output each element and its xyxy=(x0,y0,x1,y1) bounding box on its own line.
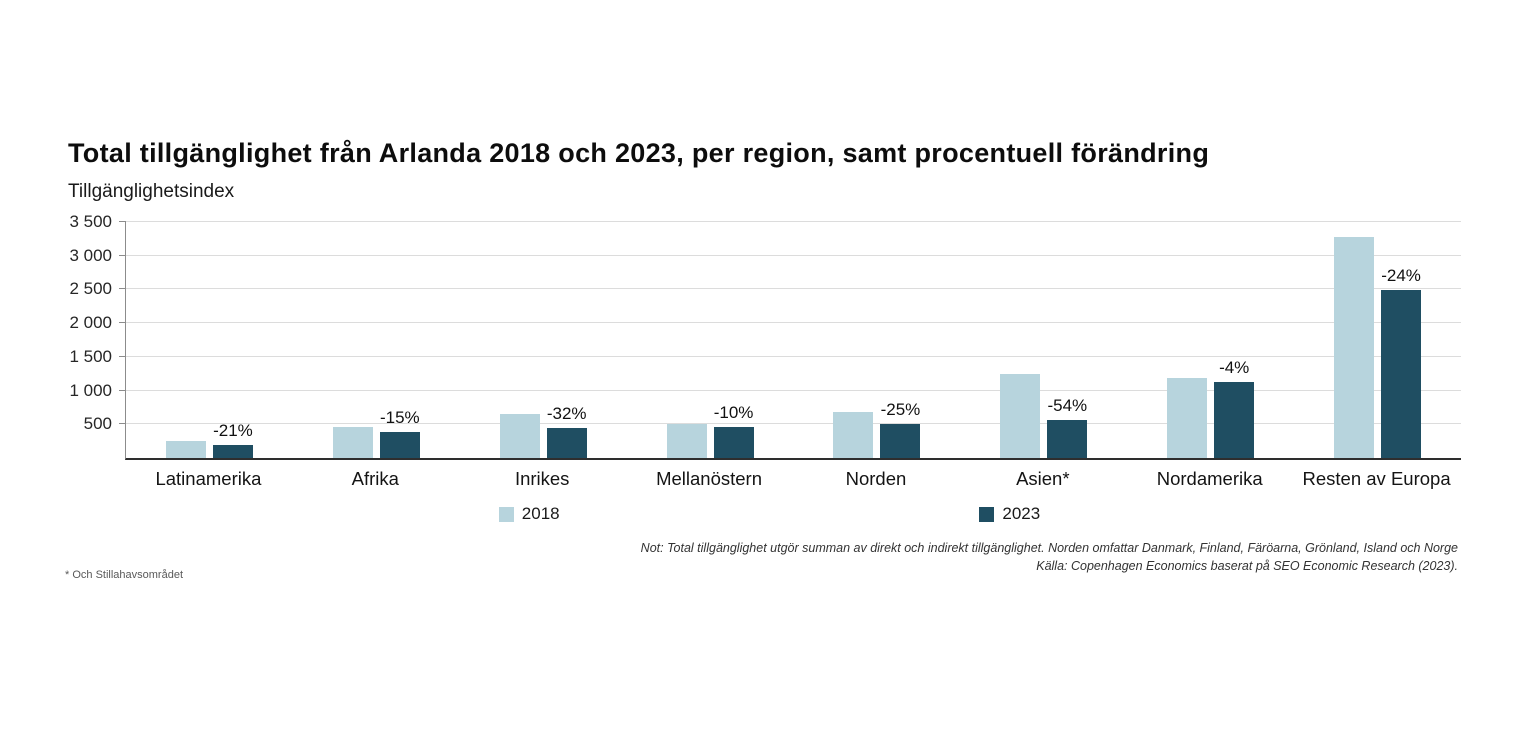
bar-2023 xyxy=(880,423,921,458)
bar-group-7: -24% xyxy=(1294,222,1461,458)
y-axis-tick xyxy=(119,254,126,256)
note-line-1: Not: Total tillgänglighet utgör summan a… xyxy=(640,541,1458,555)
bar-wrap: -21% xyxy=(212,222,253,458)
change-label: -54% xyxy=(1047,395,1088,415)
bar-wrap xyxy=(1167,222,1208,458)
bar-2018 xyxy=(1167,378,1208,458)
change-label: -32% xyxy=(546,403,587,423)
bar-group-2: -32% xyxy=(460,222,627,458)
legend-item-2023: 2023 xyxy=(979,504,1040,524)
bar-groups: -21% -15% -32% -10% -25% -54% -4% -24% xyxy=(126,222,1461,458)
change-label: -24% xyxy=(1381,266,1421,286)
y-tick-label: 1 500 xyxy=(69,346,112,366)
chart-title: Total tillgänglighet från Arlanda 2018 o… xyxy=(68,138,1210,168)
legend-swatch-2018 xyxy=(498,506,514,522)
asterisk-footnote: * Och Stillahavsområdet xyxy=(65,569,183,581)
bar-group-5: -54% xyxy=(960,222,1127,458)
bar-wrap: -24% xyxy=(1381,222,1422,458)
y-axis-tick xyxy=(119,322,126,324)
bar-group-1: -15% xyxy=(293,222,460,458)
bar-group-0: -21% xyxy=(126,222,293,458)
bar-2018 xyxy=(666,423,707,458)
bar-2023 xyxy=(713,426,754,458)
bar-2023 xyxy=(1381,290,1422,458)
legend-label-2023: 2023 xyxy=(1002,504,1041,523)
bar-2018 xyxy=(499,413,540,458)
bar-2018 xyxy=(165,441,206,458)
change-label: -4% xyxy=(1219,357,1250,377)
change-label: -10% xyxy=(713,402,754,422)
x-category-label: Nordamerika xyxy=(1156,468,1263,489)
bar-wrap: -15% xyxy=(379,222,420,458)
bar-group-4: -25% xyxy=(794,222,961,458)
gridline xyxy=(126,423,1461,425)
x-axis-category-labels: Latinamerika Afrika Inrikes Mellanöstern Nor… xyxy=(125,468,1460,490)
bar-2023 xyxy=(379,431,420,458)
bar-2023 xyxy=(1214,381,1255,458)
change-label: -25% xyxy=(880,399,921,419)
gridline xyxy=(126,221,1461,222)
bar-wrap xyxy=(332,222,373,458)
bar-wrap xyxy=(833,222,874,458)
bar-group-6: -4% xyxy=(1127,222,1294,458)
bar-wrap: -25% xyxy=(880,222,921,458)
y-axis-tick xyxy=(119,288,126,290)
bar-wrap: -54% xyxy=(1047,222,1088,458)
y-axis-tick xyxy=(119,221,126,222)
bar-wrap: -4% xyxy=(1214,222,1255,458)
y-axis-tick xyxy=(119,423,126,425)
gridline xyxy=(126,254,1461,256)
y-axis-tick xyxy=(119,389,126,391)
legend-item-2018: 2018 xyxy=(498,504,560,524)
bar-2023 xyxy=(546,427,587,458)
bar-2018 xyxy=(1000,374,1041,458)
note-line-2: Källa: Copenhagen Economics baserat på S… xyxy=(1036,559,1458,574)
bar-2018 xyxy=(1334,236,1375,458)
x-category-label: Afrika xyxy=(351,468,399,489)
bar-2023 xyxy=(212,444,253,458)
x-category-label: Norden xyxy=(845,468,907,489)
legend: 2018 2023 xyxy=(125,504,1460,528)
bar-wrap xyxy=(666,222,707,458)
y-axis-tick xyxy=(119,355,126,357)
bar-wrap xyxy=(499,222,540,458)
bar-2023 xyxy=(1047,419,1088,458)
plot-area: 3 500 3 000 2 500 2 000 1 500 1 000 500 -21% -15… xyxy=(69,213,1461,460)
gridline xyxy=(126,389,1461,391)
y-axis-title: Tillgänglighetsindex xyxy=(68,181,235,202)
gridline xyxy=(126,322,1461,324)
gridline xyxy=(126,355,1461,357)
y-tick-label: 500 xyxy=(83,414,112,434)
y-tick-label: 2 000 xyxy=(69,313,112,333)
x-category-label: Mellanöstern xyxy=(656,468,763,489)
bar-2018 xyxy=(332,426,373,458)
change-label: -15% xyxy=(379,407,420,427)
legend-swatch-2023 xyxy=(979,506,995,522)
bar-wrap xyxy=(165,222,206,458)
legend-label-2018: 2018 xyxy=(521,504,560,523)
y-tick-label: 1 000 xyxy=(69,380,112,400)
bar-wrap xyxy=(1334,222,1375,458)
bar-wrap: -10% xyxy=(713,222,754,458)
x-category-label: Latinamerika xyxy=(155,468,262,489)
bar-2018 xyxy=(833,412,874,458)
x-category-label: Inrikes xyxy=(514,468,570,489)
bar-wrap xyxy=(1000,222,1041,458)
y-tick-label: 3 000 xyxy=(69,245,112,265)
gridline xyxy=(126,288,1461,290)
source-note: Not: Total tillgänglighet utgör summan a… xyxy=(641,539,1458,575)
bar-wrap: -32% xyxy=(546,222,587,458)
x-category-label: Resten av Europa xyxy=(1302,468,1451,489)
y-tick-label: 3 500 xyxy=(69,212,112,231)
change-label: -21% xyxy=(213,420,253,440)
bar-group-3: -10% xyxy=(627,222,794,458)
x-category-label: Asien* xyxy=(1016,468,1070,489)
y-tick-label: 2 500 xyxy=(69,279,112,299)
